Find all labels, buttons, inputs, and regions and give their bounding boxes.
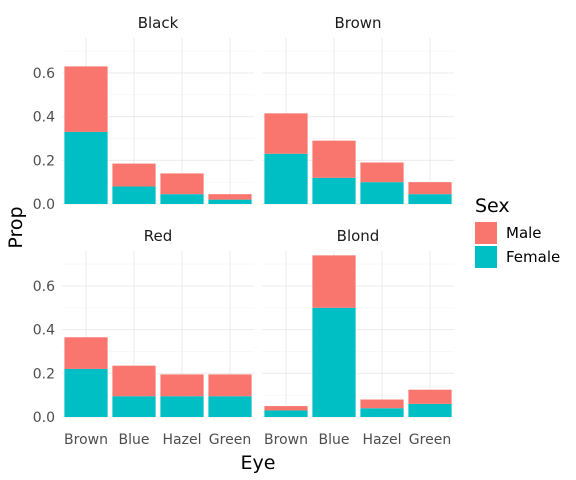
y-tick-label: 0.6 [33, 279, 55, 295]
legend-key-male [475, 222, 497, 244]
x-tick-label-hazel: Hazel [363, 432, 402, 448]
panel-title-black: Black [138, 14, 179, 32]
bar-black-green-male [208, 194, 252, 200]
legend-label-male: Male [506, 224, 542, 242]
y-tick-label: 0.4 [33, 110, 55, 126]
legend-label-female: Female [506, 248, 560, 266]
y-tick-label: 0.2 [33, 366, 55, 382]
legend-title: Sex [475, 195, 510, 217]
bar-red-blue-female [112, 396, 156, 417]
bar-brown-green-male [408, 182, 452, 195]
bar-blond-blue-male [312, 255, 356, 308]
panel-title-blond: Blond [337, 227, 380, 245]
y-tick-label: 0.6 [33, 66, 55, 82]
panel-title-brown: Brown [334, 14, 381, 32]
bar-blond-blue-female [312, 307, 356, 417]
x-tick-label-blue: Blue [319, 432, 350, 448]
bar-red-brown-female [64, 368, 108, 417]
bar-red-green-female [208, 396, 252, 417]
y-tick-label: 0.0 [33, 197, 55, 213]
y-axis-title: Prop [5, 206, 27, 248]
x-tick-label-blue: Blue [119, 432, 150, 448]
x-tick-label-hazel: Hazel [163, 432, 202, 448]
panel-title-red: Red [144, 227, 173, 245]
x-tick-label-brown: Brown [64, 432, 108, 448]
y-tick-label: 0.4 [33, 323, 55, 339]
bar-blond-hazel-female [360, 408, 404, 417]
bar-brown-brown-male [264, 113, 308, 154]
bar-brown-blue-male [312, 140, 356, 178]
bar-brown-hazel-male [360, 162, 404, 183]
bar-black-hazel-male [160, 173, 204, 195]
bar-blond-brown-female [264, 410, 308, 417]
bar-brown-brown-female [264, 153, 308, 204]
x-tick-label-brown: Brown [264, 432, 308, 448]
legend-key-female [475, 246, 497, 268]
bar-blond-brown-male [264, 406, 308, 411]
y-tick-label: 0.2 [33, 153, 55, 169]
x-axis-title: Eye [241, 452, 276, 474]
bar-brown-hazel-female [360, 182, 404, 204]
y-tick-label: 0.0 [33, 410, 55, 426]
bar-black-blue-male [112, 163, 156, 187]
x-tick-label-green: Green [409, 432, 451, 448]
bar-black-blue-female [112, 186, 156, 204]
bar-red-blue-male [112, 365, 156, 397]
bar-black-brown-male [64, 66, 108, 132]
bar-blond-green-female [408, 403, 452, 417]
bar-red-green-male [208, 374, 252, 397]
bar-blond-green-male [408, 389, 452, 404]
bar-red-hazel-male [160, 374, 204, 397]
bar-brown-blue-female [312, 177, 356, 204]
bar-brown-green-female [408, 194, 452, 204]
bar-red-brown-male [64, 337, 108, 369]
bar-black-brown-female [64, 131, 108, 204]
x-tick-label-green: Green [209, 432, 251, 448]
bar-black-green-female [208, 199, 252, 204]
bar-black-hazel-female [160, 194, 204, 204]
bar-red-hazel-female [160, 396, 204, 417]
bar-blond-hazel-male [360, 399, 404, 409]
